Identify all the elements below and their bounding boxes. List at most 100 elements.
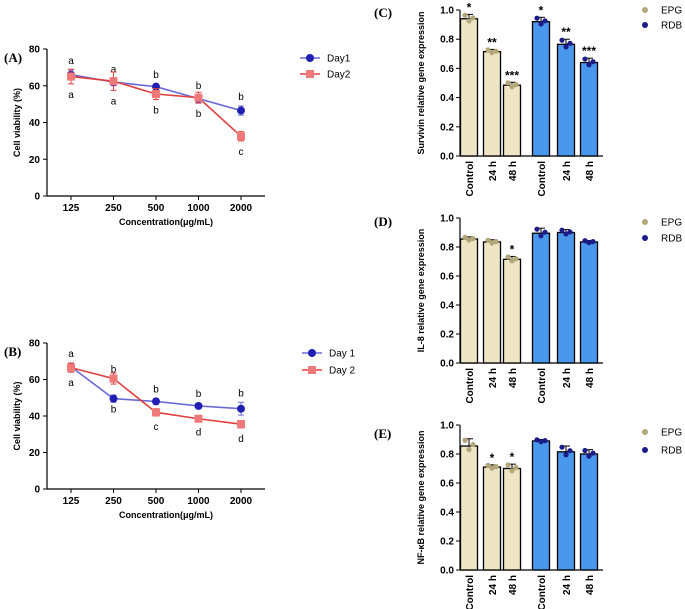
replicate-dot: [534, 437, 540, 443]
data-point: [109, 374, 118, 383]
line-chart-A: (A) 0 20 40 60 80 125 250 500 1000 2000 Concentrati…: [4, 45, 351, 228]
y-tick-label: 0: [34, 192, 40, 203]
x-tick-label: Control: [537, 368, 548, 404]
replicate-dot: [559, 37, 565, 43]
legend-marker: [306, 70, 314, 78]
x-tick-label: Control: [537, 161, 548, 197]
significance-letter: a: [68, 90, 74, 101]
legend-marker: [642, 219, 648, 225]
x-tick-label: 2000: [230, 496, 253, 507]
data-point: [237, 420, 245, 429]
replicate-dot: [489, 465, 495, 471]
replicate-dot: [534, 226, 540, 232]
y-tick-label: 0.2: [440, 537, 454, 548]
x-tick-label: 48 h: [508, 575, 519, 595]
replicate-dot: [505, 80, 511, 86]
significance-letter: b: [153, 70, 159, 81]
replicate-dot: [590, 239, 596, 245]
significance-letter: a: [68, 56, 74, 67]
bar-chart-D: (D) 0.0 0.2 0.4 0.6 0.8 1.0 IL-8 relative gene …: [374, 214, 682, 404]
replicate-dot: [505, 254, 511, 260]
replicate-dot: [567, 448, 573, 454]
replicate-dot: [586, 62, 592, 68]
data-point: [67, 363, 75, 372]
y-tick-label: 0.6: [440, 64, 454, 75]
replicate-dot: [563, 231, 569, 237]
y-tick-label: 0: [34, 485, 40, 496]
legend-marker: [308, 349, 316, 357]
replicate-dot: [559, 444, 565, 450]
replicate-dot: [542, 18, 548, 24]
x-tick-label: 24 h: [488, 368, 499, 388]
significance-letter: a: [111, 64, 117, 75]
replicate-dot: [470, 235, 476, 242]
y-tick-label: 0.8: [440, 243, 454, 254]
x-tick-label: 48 h: [585, 575, 596, 595]
legend-label: Day 1: [329, 349, 356, 360]
data-point: [194, 401, 203, 410]
replicate-dot: [466, 18, 472, 24]
x-tick-label: Control: [465, 161, 476, 197]
x-tick-label: 48 h: [585, 161, 596, 181]
significance-star: ***: [505, 68, 519, 82]
legend-label: EPG: [661, 6, 682, 17]
significance-letter: b: [153, 106, 159, 117]
replicate-dot: [489, 240, 495, 246]
x-tick-label: 24 h: [562, 368, 573, 388]
replicate-dot: [563, 452, 569, 458]
x-tick-label: 24 h: [488, 161, 499, 181]
legend-label: Day1: [327, 54, 351, 65]
significance-star: **: [561, 25, 571, 39]
legend-marker: [642, 429, 648, 435]
data-point: [152, 408, 160, 417]
replicate-dot: [542, 438, 548, 444]
bar: [502, 258, 522, 364]
significance-star: *: [539, 3, 544, 17]
replicate-dot: [509, 468, 515, 474]
x-tick-label: 24 h: [488, 575, 499, 595]
x-tick-label: 24 h: [562, 161, 573, 181]
replicate-dot: [485, 237, 491, 243]
data-point: [67, 72, 75, 81]
replicate-dot: [563, 44, 569, 50]
legend-label: Day 2: [329, 366, 356, 377]
panel-label: (C): [374, 5, 392, 20]
significance-letter: d: [238, 434, 244, 445]
data-point: [152, 397, 160, 406]
legend-label: RDB: [661, 446, 682, 457]
bar: [459, 445, 479, 571]
legend-label: EPG: [661, 428, 682, 439]
y-tick-label: 0.4: [440, 508, 454, 519]
legend-marker: [642, 235, 648, 241]
x-tick-label: Control: [465, 368, 476, 404]
x-tick-label: 1000: [187, 203, 210, 214]
x-tick-label: 2000: [230, 203, 253, 214]
bar: [482, 241, 502, 364]
significance-letter: b: [196, 389, 202, 400]
significance-star: **: [487, 35, 497, 49]
significance-star: *: [490, 451, 495, 465]
replicate-dot: [534, 15, 540, 21]
x-tick-label: 48 h: [508, 161, 519, 181]
replicate-dot: [513, 465, 519, 471]
bar: [459, 238, 479, 364]
x-tick-label: 250: [105, 203, 122, 214]
x-tick-label: 1000: [187, 496, 210, 507]
replicate-dot: [493, 238, 499, 245]
replicate-dot: [513, 82, 519, 88]
replicate-dot: [538, 21, 544, 27]
y-tick-label: 0.4: [440, 301, 454, 312]
y-tick-label: 1.0: [440, 421, 454, 432]
y-axis-title: Cell viability (%): [12, 88, 22, 157]
y-tick-label: 0.2: [440, 330, 454, 341]
panel-label: (E): [374, 426, 391, 441]
bar-chart-C: (C) 0.0 0.2 0.4 0.6 0.8 1.0 Survivin relative g…: [374, 0, 682, 196]
bar: [482, 50, 502, 157]
x-axis-title: Concentration(μg/mL): [119, 510, 213, 520]
replicate-dot: [470, 15, 476, 21]
y-tick-label: 20: [29, 448, 41, 459]
y-tick-label: 0.0: [440, 359, 454, 370]
bar: [579, 241, 599, 364]
significance-letter: b: [111, 405, 117, 416]
